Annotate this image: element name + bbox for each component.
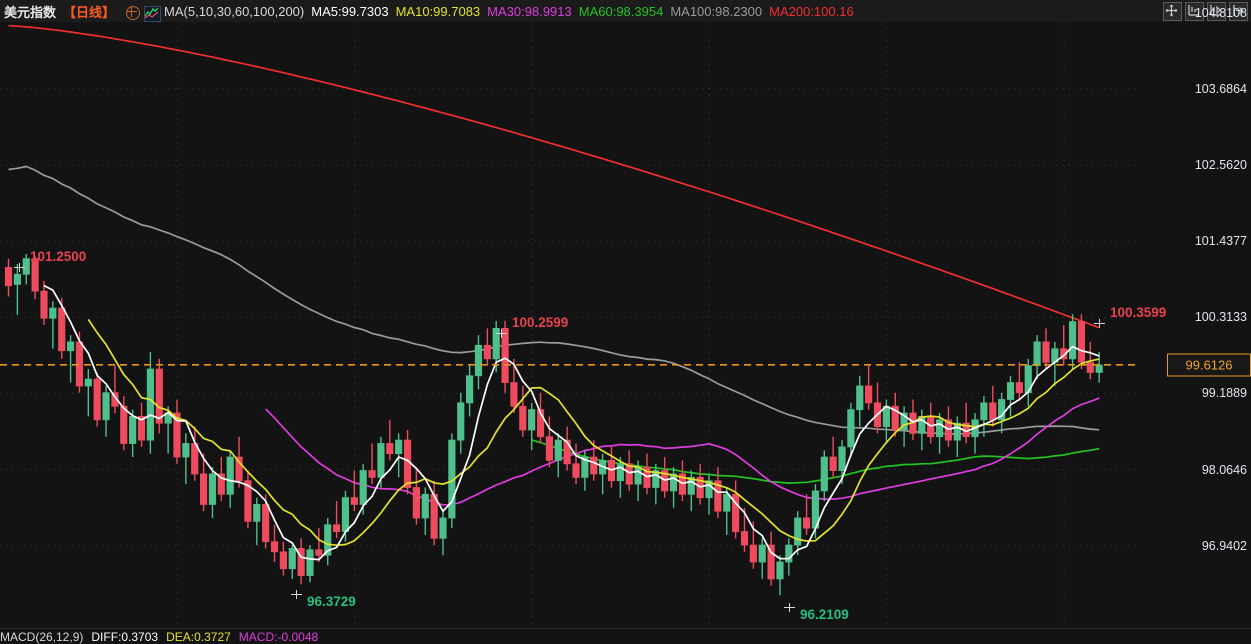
price-axis-tick: 102.5620 bbox=[1194, 158, 1247, 173]
ma5-value: MA5:99.7303 bbox=[311, 3, 389, 19]
price-axis-tick: 98.0646 bbox=[1201, 462, 1247, 477]
symbol-name: 美元指数 bbox=[4, 4, 57, 20]
price-axis-tick: 99.1889 bbox=[1201, 386, 1247, 401]
high-label-left: 101.2500 bbox=[30, 249, 87, 264]
macd-formula: MACD(26,12,9) bbox=[0, 629, 84, 644]
crosshair-circle-icon[interactable] bbox=[126, 6, 141, 20]
swing-marker-icon bbox=[14, 263, 25, 272]
ma100-value: MA100:98.2300 bbox=[670, 3, 763, 19]
ma200-value: MA200:100.16 bbox=[769, 3, 854, 19]
swing-marker-icon bbox=[496, 329, 507, 338]
macd-dea: DEA:0.3727 bbox=[166, 629, 231, 644]
swing-marker-icon bbox=[784, 603, 795, 612]
price-axis-tick: 100.3133 bbox=[1194, 310, 1247, 325]
low-label-right: 96.2109 bbox=[800, 607, 849, 622]
ma10-value: MA10:99.7083 bbox=[395, 3, 481, 19]
high-label-mid: 100.2599 bbox=[512, 315, 569, 330]
move-crosshair-icon[interactable] bbox=[1163, 2, 1182, 21]
chart-indicator-icon[interactable] bbox=[144, 6, 162, 22]
ma-formula: MA(5,10,30,60,100,200) bbox=[164, 3, 305, 19]
price-axis-tick: 96.9402 bbox=[1201, 538, 1247, 553]
candlestick-svg bbox=[0, 22, 1135, 628]
price-chart-canvas[interactable]: 101.2500 100.2599 100.3599 96.3729 96.2109 bbox=[0, 22, 1166, 628]
price-axis-tick: 103.6864 bbox=[1194, 81, 1247, 96]
align-right-axis-icon[interactable] bbox=[1207, 2, 1226, 21]
price-axis-tick: 104.8108 bbox=[1194, 5, 1247, 20]
ma30-value: MA30:98.9913 bbox=[487, 3, 572, 19]
high-label-right: 100.3599 bbox=[1110, 305, 1167, 320]
toolbar bbox=[1163, 2, 1248, 21]
last-price-tag: 99.6126 bbox=[1167, 353, 1251, 377]
swing-marker-icon bbox=[291, 590, 302, 599]
macd-value: MACD:-0.0048 bbox=[238, 629, 319, 644]
macd-diff: DIFF:0.3703 bbox=[91, 629, 159, 644]
ma60-value: MA60:98.3954 bbox=[578, 3, 664, 19]
price-axis[interactable]: 104.8108 103.6864 102.5620 101.4377 100.3133… bbox=[1135, 6, 1251, 628]
macd-panel: MACD(26,12,9) DIFF:0.3703 DEA:0.3727 MAC… bbox=[0, 628, 1251, 644]
align-left-axis-icon[interactable] bbox=[1185, 2, 1204, 21]
expand-right-icon[interactable] bbox=[1229, 2, 1248, 21]
low-label-left: 96.3729 bbox=[307, 594, 356, 609]
chart-header: 美元指数 【日线】 MA(5,10,30,60,100,200) MA5:99.… bbox=[0, 0, 1251, 22]
price-axis-tick: 101.4377 bbox=[1194, 234, 1247, 249]
swing-marker-icon bbox=[1094, 319, 1105, 328]
period-label: 【日线】 bbox=[63, 4, 116, 20]
